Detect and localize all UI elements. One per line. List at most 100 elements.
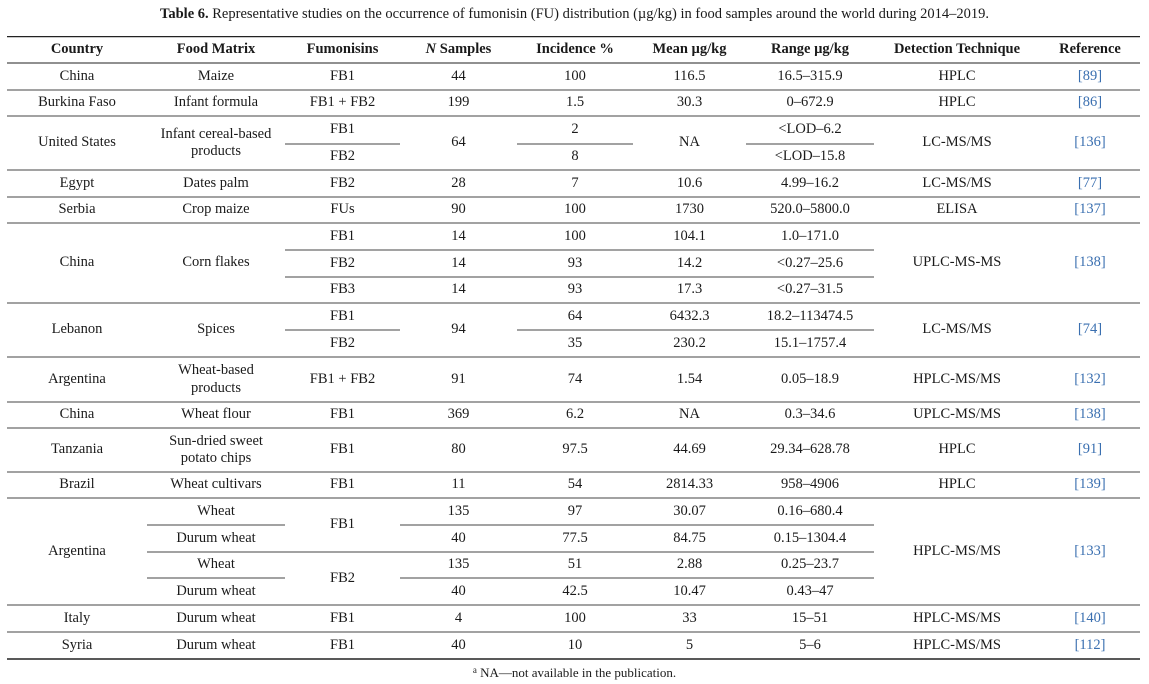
cell-mean: 2814.33: [665, 476, 714, 493]
cell-reference[interactable]: [77]: [1077, 174, 1103, 191]
header-n-samples: N Samples: [400, 36, 517, 63]
cell-incidence: 93: [567, 281, 583, 298]
cell-mean: 230.2: [673, 334, 706, 351]
cell-incidence: 6.2: [565, 406, 585, 423]
cell-fumonisins: FB2: [330, 254, 355, 271]
cell-incidence: 51: [567, 556, 583, 573]
cell-fumonisins: FB1: [330, 476, 355, 493]
cell-detection-technique: LC-MS/MS: [922, 321, 992, 338]
cell-fumonisins: FB1: [330, 121, 355, 138]
cell-fumonisins: FB1: [330, 307, 355, 324]
cell-reference[interactable]: [137]: [1074, 201, 1106, 218]
cell-mean: 5: [685, 636, 694, 653]
cell-reference[interactable]: [138]: [1074, 254, 1106, 271]
cell-incidence: 100: [564, 201, 586, 218]
cell-incidence: 35: [567, 334, 583, 351]
header-samples-label: Samples: [436, 40, 492, 57]
cell-n-samples: 44: [451, 67, 466, 84]
cell-incidence: 100: [564, 227, 586, 244]
cell-fumonisins: FB1: [330, 636, 355, 653]
cell-range: <0.27–25.6: [776, 254, 844, 271]
cell-reference[interactable]: [140]: [1074, 609, 1106, 626]
cell-incidence: 54: [567, 476, 583, 493]
cell-country: China: [59, 254, 95, 271]
cell-n-samples: 94: [451, 321, 466, 338]
cell-range: 0–672.9: [786, 94, 834, 111]
cell-country: Brazil: [59, 476, 95, 493]
cell-range: 29.34–628.78: [770, 441, 850, 458]
cell-incidence: 97: [567, 502, 583, 519]
cell-mean: 6432.3: [669, 307, 710, 324]
cell-fumonisins: FUs: [330, 201, 355, 218]
table-title: Representative studies on the occurrence…: [212, 6, 989, 22]
cell-country: Argentina: [48, 370, 106, 387]
cell-n-samples: 11: [451, 476, 466, 493]
cell-range: 0.43–47: [786, 582, 834, 599]
cell-reference[interactable]: [112]: [1074, 636, 1106, 653]
cell-reference[interactable]: [132]: [1074, 370, 1106, 387]
cell-incidence: 77.5: [562, 529, 588, 546]
cell-detection-technique: UPLC-MS-MS: [912, 254, 1002, 271]
cell-reference[interactable]: [139]: [1074, 476, 1106, 493]
cell-reference[interactable]: [91]: [1077, 441, 1103, 458]
cell-mean: 10.6: [676, 174, 703, 191]
cell-detection-technique: HPLC-MS/MS: [913, 542, 1001, 559]
cell-incidence: 42.5: [562, 582, 588, 599]
cell-detection-technique: HPLC: [938, 476, 976, 493]
cell-mean: NA: [679, 406, 700, 423]
cell-food-matrix: Durum wheat: [176, 609, 256, 626]
cell-range: 520.0–5800.0: [770, 201, 850, 218]
header-food-matrix: Food Matrix: [176, 40, 256, 57]
cell-fumonisins: FB1 + FB2: [309, 370, 376, 387]
cell-country: China: [59, 406, 95, 423]
cell-fumonisins: FB2: [330, 334, 355, 351]
cell-detection-technique: HPLC: [938, 67, 976, 84]
cell-food-matrix: Infant formula: [173, 94, 259, 111]
cell-fumonisins: FB3: [330, 281, 355, 298]
cell-country: Egypt: [59, 174, 95, 191]
cell-reference[interactable]: [136]: [1074, 134, 1106, 151]
cell-incidence: 7: [571, 174, 579, 191]
cell-fumonisins: FB2: [330, 174, 355, 191]
cell-reference[interactable]: [89]: [1077, 67, 1103, 84]
cell-fumonisins: FB1: [330, 406, 355, 423]
cell-fumonisins: FB1: [330, 67, 355, 84]
cell-fumonisins: FB1: [330, 227, 355, 244]
cell-country: United States: [38, 134, 116, 151]
cell-detection-technique: HPLC-MS/MS: [913, 609, 1001, 626]
table-caption: Table 6. Representative studies on the o…: [0, 4, 1149, 24]
cell-n-samples: 90: [451, 201, 466, 218]
cell-n-samples: 91: [451, 370, 466, 387]
cell-mean: 104.1: [673, 227, 706, 244]
cell-food-matrix: Wheat: [197, 502, 235, 519]
cell-food-matrix: Dates palm: [183, 174, 249, 191]
cell-country: Serbia: [58, 201, 96, 218]
cell-n-samples: 40: [451, 529, 466, 546]
cell-reference[interactable]: [86]: [1077, 94, 1103, 111]
cell-food-matrix: Spices: [197, 321, 235, 338]
table-label: Table 6.: [160, 6, 209, 22]
cell-mean: 10.47: [673, 582, 706, 599]
cell-detection-technique: HPLC-MS/MS: [913, 370, 1001, 387]
cell-n-samples: 135: [447, 556, 470, 573]
cell-reference[interactable]: [74]: [1077, 321, 1103, 338]
cell-fumonisins: FB1: [330, 609, 355, 626]
cell-food-matrix: Sun-dried sweet potato chips: [169, 432, 263, 467]
cell-range: <LOD–6.2: [778, 121, 842, 138]
cell-reference[interactable]: [133]: [1074, 542, 1106, 559]
footnote-marker: a: [472, 665, 477, 675]
header-mean: Mean µg/kg: [652, 40, 727, 57]
cell-range: 1.0–171.0: [781, 227, 839, 244]
cell-mean: 30.3: [676, 94, 703, 111]
cell-food-matrix: Wheat: [197, 556, 235, 573]
header-n-italic: N: [425, 40, 437, 57]
cell-mean: NA: [679, 134, 700, 151]
cell-incidence: 97.5: [562, 441, 588, 458]
header-range: Range µg/kg: [770, 40, 850, 57]
cell-range: <0.27–31.5: [776, 281, 844, 298]
cell-reference[interactable]: [138]: [1074, 406, 1106, 423]
cell-range: 15–51: [791, 609, 829, 626]
cell-food-matrix: Durum wheat: [176, 529, 256, 546]
cell-range: 0.3–34.6: [784, 406, 836, 423]
cell-mean: 44.69: [673, 441, 706, 458]
